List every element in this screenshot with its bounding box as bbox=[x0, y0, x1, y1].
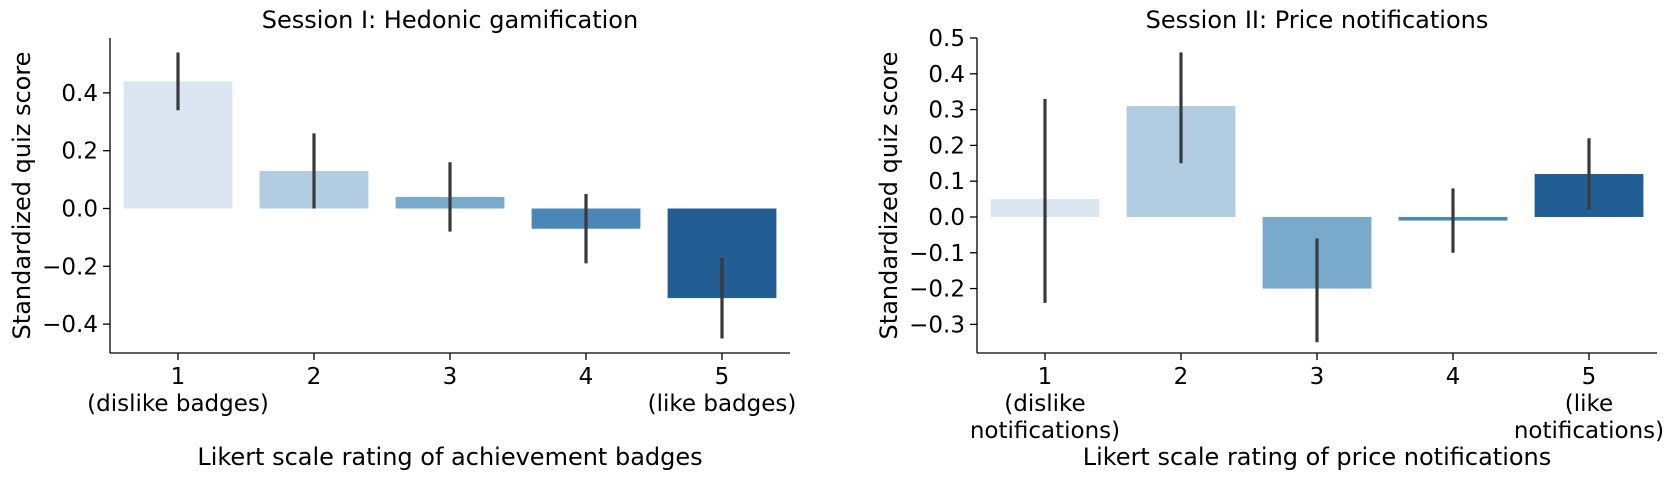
y-tick-label: 0.0 bbox=[61, 197, 98, 223]
x-tick-label: 2 bbox=[1174, 364, 1189, 390]
y-tick-label: −0.2 bbox=[909, 277, 965, 303]
x-tick-label: 5 bbox=[715, 364, 730, 390]
x-tick-label: 4 bbox=[1446, 364, 1461, 390]
x-tick-label: 1 bbox=[171, 364, 186, 390]
y-tick-label: 0.0 bbox=[928, 205, 965, 231]
x-tick-label: 3 bbox=[443, 364, 458, 390]
x-tick-sublabel: (dislike badges) bbox=[87, 391, 269, 417]
x-tick-label: 4 bbox=[579, 364, 594, 390]
x-tick-sublabel: notifications) bbox=[970, 418, 1120, 444]
x-axis-label: Likert scale rating of price notificatio… bbox=[1083, 443, 1552, 471]
x-tick-sublabel: (dislike bbox=[1004, 391, 1085, 417]
x-axis-label: Likert scale rating of achievement badge… bbox=[197, 443, 702, 471]
chart-session-1: −0.4 −0.2 0.0 0.2 0.4 1(dislike badges) 2 3 4 5(l… bbox=[8, 6, 796, 471]
y-tick-label: −0.3 bbox=[909, 312, 965, 338]
chart-title: Session I: Hedonic gamification bbox=[262, 6, 638, 34]
x-tick-label: 2 bbox=[307, 364, 322, 390]
y-tick-label: −0.2 bbox=[42, 254, 98, 280]
y-tick-label: 0.3 bbox=[928, 98, 965, 124]
chart-title: Session II: Price notifications bbox=[1146, 6, 1489, 34]
x-tick-sublabel: (like bbox=[1565, 391, 1613, 417]
chart-session-2: −0.3−0.2−0.10.00.10.20.30.40.51(disliken… bbox=[875, 6, 1664, 471]
y-tick-label: 0.2 bbox=[928, 133, 965, 159]
y-tick-label: 0.2 bbox=[61, 139, 98, 165]
x-tick-sublabel: (like badges) bbox=[648, 391, 797, 417]
y-tick-label: −0.1 bbox=[909, 241, 965, 267]
x-tick-label: 3 bbox=[1310, 364, 1325, 390]
y-tick-label: −0.4 bbox=[42, 312, 98, 338]
y-tick-label: 0.1 bbox=[928, 169, 965, 195]
x-tick-label: 1 bbox=[1038, 364, 1053, 390]
y-tick-label: 0.4 bbox=[61, 81, 98, 107]
x-tick-sublabel: notifications) bbox=[1514, 418, 1664, 444]
y-tick-label: 0.5 bbox=[928, 26, 965, 52]
y-axis-label: Standardized quiz score bbox=[875, 52, 903, 340]
y-tick-label: 0.4 bbox=[928, 62, 965, 88]
y-axis-label: Standardized quiz score bbox=[8, 52, 36, 340]
x-tick-label: 5 bbox=[1582, 364, 1597, 390]
